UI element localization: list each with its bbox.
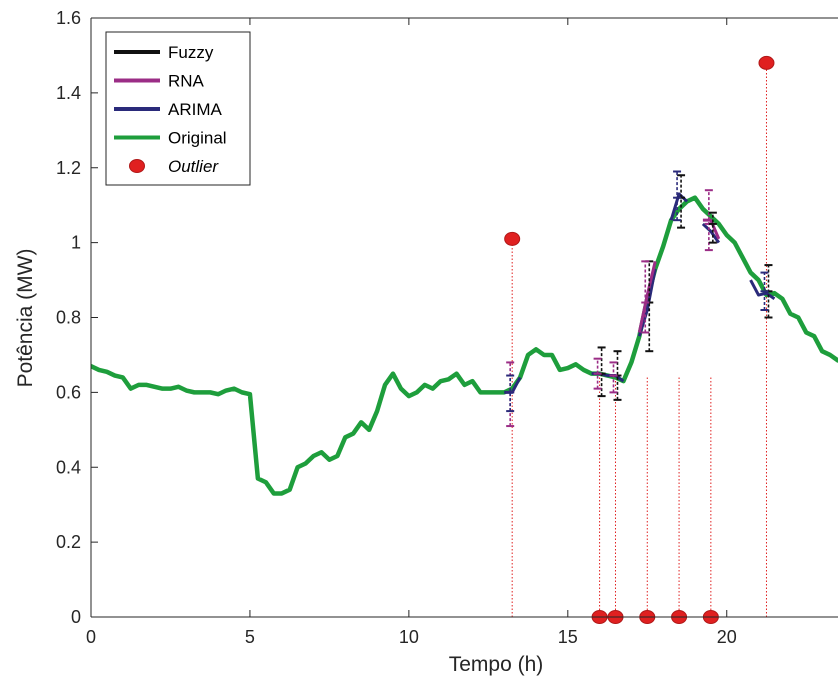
y-tick-label: 0.2 [56, 532, 81, 552]
y-tick-label: 0.6 [56, 382, 81, 402]
plot-content [91, 62, 838, 617]
y-tick-label: 0.4 [56, 457, 81, 477]
legend-label: Original [168, 129, 227, 148]
legend-label: Fuzzy [168, 43, 214, 62]
y-tick-label: 1.6 [56, 8, 81, 28]
series-arima-segment [701, 222, 721, 244]
legend-label: RNA [168, 72, 205, 91]
legend-label: Outlier [168, 157, 219, 176]
y-tick-label: 0.8 [56, 308, 81, 328]
y-tick-label: 1 [71, 233, 81, 253]
x-tick-label: 15 [558, 627, 578, 647]
x-tick-label: 5 [245, 627, 255, 647]
x-tick-label: 10 [399, 627, 419, 647]
y-tick-label: 1.2 [56, 158, 81, 178]
plot-area [91, 55, 838, 624]
series-original-line [91, 195, 838, 496]
y-tick-label: 0 [71, 607, 81, 627]
y-tick-label: 1.4 [56, 83, 81, 103]
legend-swatch-marker [129, 159, 145, 173]
outlier-marker [504, 231, 521, 246]
ticks: 0 5 10 15 20 0 0.2 0.4 0.6 0.8 1 1.2 1.4 1.6 [56, 8, 737, 647]
series-rna-segment [702, 218, 721, 240]
x-axis-title: Tempo (h) [449, 653, 544, 676]
series-rna-segment [637, 260, 657, 333]
legend: Fuzzy RNA ARIMA Original Outlier [105, 31, 251, 186]
series-arima-segment [669, 192, 689, 221]
series-arima-segment [749, 279, 776, 301]
outlier-marker [758, 55, 775, 70]
y-axis-title: Potência (MW) [14, 249, 37, 388]
x-tick-label: 0 [86, 627, 96, 647]
legend-label: ARIMA [168, 100, 223, 119]
x-tick-label: 20 [717, 627, 737, 647]
series-arima-segment [637, 268, 657, 337]
